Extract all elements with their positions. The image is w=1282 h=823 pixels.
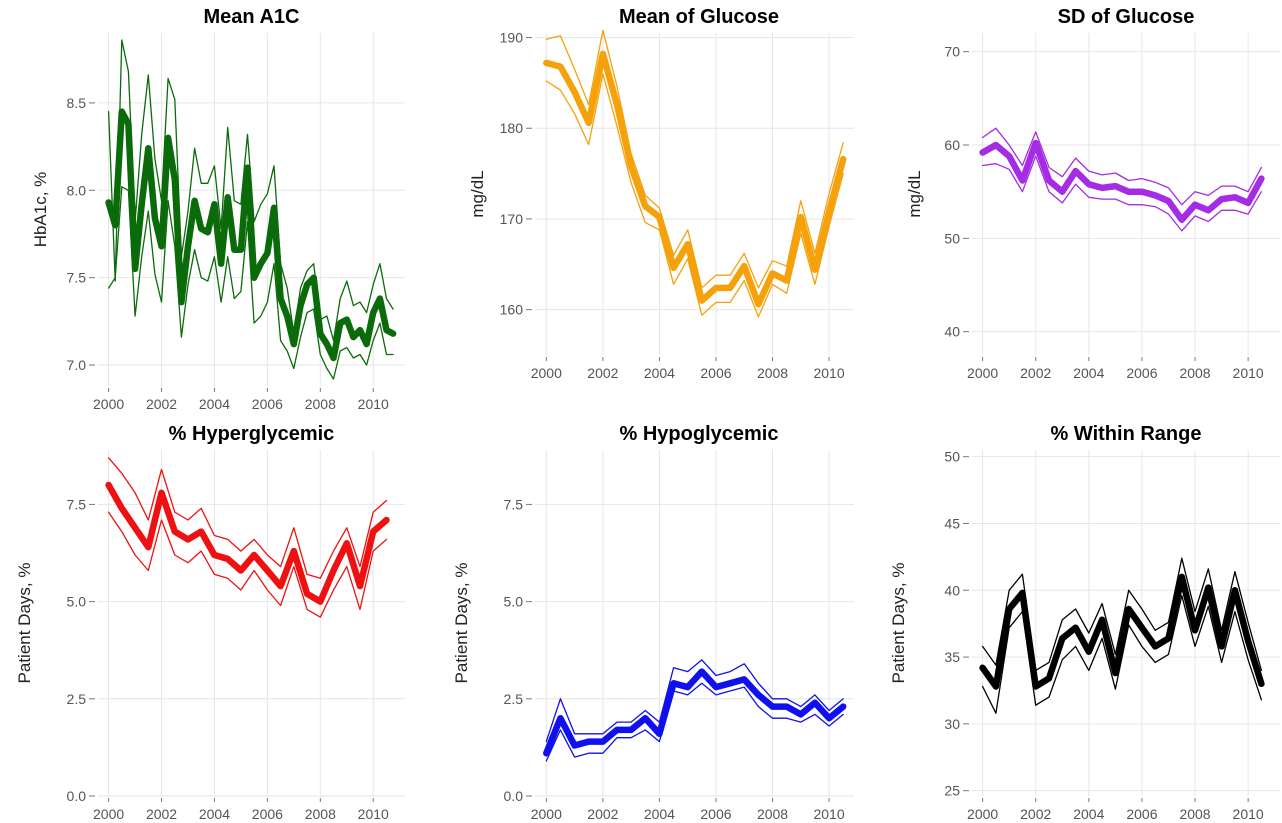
chart-3-series-mean-line (105, 481, 390, 605)
chart-4-ytick-label-5: 5.0 (504, 594, 524, 610)
chart-2-ytick-label-70: 70 (944, 44, 960, 60)
chart-5-ytick-label-35: 35 (944, 649, 960, 665)
chart-5-title: % Within Range (1051, 423, 1202, 445)
chart-0-xtick-label-2000: 2000 (93, 396, 124, 411)
chart-2-title: SD of Glucose (1058, 6, 1195, 28)
chart-1-ylabel: mg/dL (468, 170, 487, 217)
chart-2-ytick-label-60: 60 (944, 137, 960, 153)
chart-5-series-mean-line (979, 573, 1265, 690)
chart-5-ytick-label-40: 40 (944, 582, 960, 598)
chart-mean-of-glucose: 2000 2002 2004 2006 2008 2010 160 170 180 190 Mean… (468, 6, 854, 381)
chart-1-xtick-label-2010: 2010 (813, 365, 844, 381)
chart-1-xtick-label-2002: 2002 (587, 365, 618, 381)
chart-4-series-upper-line (545, 659, 844, 743)
chart-5-xtick-label-2008: 2008 (1179, 806, 1210, 822)
chart-2-xtick-label-2002: 2002 (1020, 365, 1051, 381)
chart-1-title: Mean of Glucose (619, 6, 779, 28)
chart-1-xtick-label-2004: 2004 (644, 365, 675, 381)
chart-3-xtick-label-2006: 2006 (252, 806, 283, 822)
chart-5-xtick-label-2010: 2010 (1233, 806, 1264, 822)
chart-4-series-lower-line (545, 682, 844, 762)
chart-1-ytick-label-170: 170 (500, 211, 524, 227)
chart-1-ytick-label-190: 190 (500, 30, 524, 46)
chart-sd-of-glucose: 2000 2002 2004 2006 2008 2010 40 50 60 70 SD of Gl… (905, 6, 1280, 381)
chart-0-xtick-label-2008: 2008 (305, 396, 336, 411)
chart-3-ytick-label-0: 0.0 (67, 788, 87, 804)
chart-2-series-mean-line (979, 139, 1265, 223)
chart-5-xtick-label-2002: 2002 (1020, 806, 1051, 822)
chart-1-xtick-label-2008: 2008 (757, 365, 788, 381)
chart-percent-hyperglycemic: 2000 2002 2004 2006 2008 2010 0.0 2.5 5.0 7.5 % Hy… (15, 423, 405, 822)
chart-2-xtick-label-2008: 2008 (1179, 365, 1210, 381)
chart-2-xtick-label-2010: 2010 (1233, 365, 1264, 381)
chart-5-xtick-label-2000: 2000 (967, 806, 998, 822)
chart-2-ytick-label-50: 50 (944, 230, 960, 246)
chart-3-xtick-label-2010: 2010 (358, 806, 389, 822)
chart-3-series-upper-line (107, 457, 388, 579)
chart-4-ytick-label-7-5: 7.5 (504, 496, 524, 512)
chart-5-ylabel: Patient Days, % (889, 563, 908, 684)
chart-0-ytick-label-8: 8.0 (67, 182, 87, 198)
chart-4-xtick-label-2000: 2000 (531, 806, 562, 822)
chart-3-series-lower-line (107, 511, 388, 618)
chart-5-ytick-label-50: 50 (944, 449, 960, 465)
chart-0-xtick-label-2004: 2004 (199, 396, 230, 411)
chart-4-ytick-label-2-5: 2.5 (504, 691, 524, 707)
chart-1-series-mean-line (543, 50, 847, 308)
chart-3-xtick-label-2002: 2002 (146, 806, 177, 822)
chart-2-series-lower-line (981, 155, 1263, 232)
chart-2-xtick-label-2000: 2000 (967, 365, 998, 381)
chart-mean-a1c: 2000 2002 2004 2006 2008 2010 7.0 7.5 8.0 8.5 Mean… (31, 6, 405, 411)
chart-2-ytick-label-40: 40 (944, 324, 960, 340)
chart-3-ylabel: Patient Days, % (15, 563, 34, 684)
chart-3-ytick-label-2-5: 2.5 (67, 691, 87, 707)
chart-0-ytick-label-7-5: 7.5 (67, 270, 87, 286)
chart-3-xtick-label-2000: 2000 (93, 806, 124, 822)
chart-2-ylabel: mg/dL (905, 170, 924, 217)
chart-5-ytick-label-25: 25 (944, 783, 960, 799)
chart-5-xtick-label-2006: 2006 (1126, 806, 1157, 822)
chart-1-ytick-label-180: 180 (500, 120, 524, 136)
chart-1-ytick-label-160: 160 (500, 302, 524, 318)
chart-0-title: Mean A1C (204, 6, 300, 28)
chart-0-ylabel: HbA1c, % (31, 172, 50, 248)
chart-2-xtick-label-2004: 2004 (1073, 365, 1104, 381)
chart-5-xtick-label-2004: 2004 (1073, 806, 1104, 822)
chart-4-series-mean-line (543, 668, 847, 757)
chart-0-series-mean-line (105, 108, 397, 362)
chart-3-xtick-label-2004: 2004 (199, 806, 230, 822)
chart-3-title: % Hyperglycemic (169, 423, 335, 445)
chart-4-xtick-label-2006: 2006 (700, 806, 731, 822)
chart-2-xtick-label-2006: 2006 (1126, 365, 1157, 381)
chart-0-ytick-label-8-5: 8.5 (67, 95, 87, 111)
chart-percent-hypoglycemic: 2000 2002 2004 2006 2008 2010 0.0 2.5 5.0 7.5 % Hy… (452, 423, 854, 822)
chart-4-xtick-label-2008: 2008 (757, 806, 788, 822)
chart-2-series-upper-line (981, 127, 1263, 206)
chart-0-xtick-label-2006: 2006 (252, 396, 283, 411)
chart-1-xtick-label-2000: 2000 (531, 365, 562, 381)
chart-1-xtick-label-2006: 2006 (700, 365, 731, 381)
chart-0-xtick-label-2010: 2010 (358, 396, 389, 411)
chart-1-series-lower-line (545, 73, 844, 318)
chart-4-ytick-label-0: 0.0 (504, 788, 524, 804)
chart-5-series-lower-line (981, 594, 1263, 714)
chart-4-xtick-label-2010: 2010 (813, 806, 844, 822)
chart-percent-within-range: 2000 2002 2004 2006 2008 2010 25 30 35 40 45 50 % Wi… (889, 423, 1280, 822)
chart-3-ytick-label-5: 5.0 (67, 594, 87, 610)
chart-5-ytick-label-45: 45 (944, 515, 960, 531)
chart-0-xtick-label-2002: 2002 (146, 396, 177, 411)
chart-3-xtick-label-2008: 2008 (305, 806, 336, 822)
chart-1-series-upper-line (545, 29, 844, 289)
chart-5-ytick-label-30: 30 (944, 716, 960, 732)
chart-0-series-lower-line (107, 186, 394, 380)
chart-4-xtick-label-2002: 2002 (587, 806, 618, 822)
chart-4-title: % Hypoglycemic (620, 423, 779, 445)
chart-3-ytick-label-7-5: 7.5 (67, 496, 87, 512)
chart-4-xtick-label-2004: 2004 (644, 806, 675, 822)
chart-0-ytick-label-7: 7.0 (67, 357, 87, 373)
chart-4-ylabel: Patient Days, % (452, 563, 471, 684)
